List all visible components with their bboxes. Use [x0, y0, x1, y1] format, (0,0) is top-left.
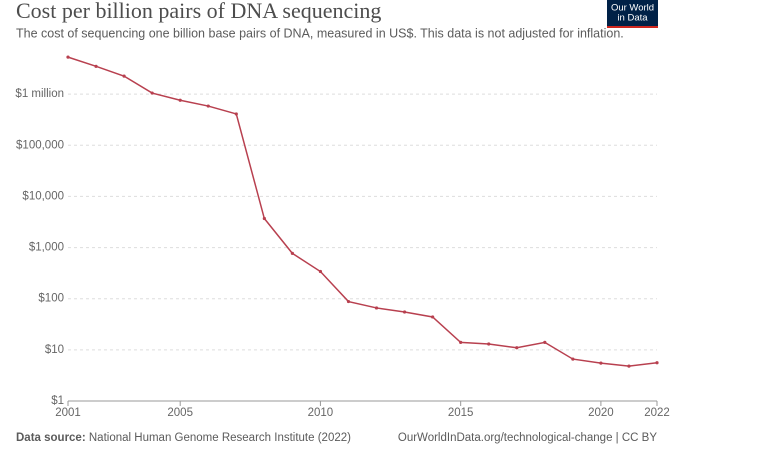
data-point	[402, 310, 407, 314]
data-point	[431, 315, 435, 319]
source-label: Data source:	[16, 432, 86, 444]
data-point	[94, 64, 98, 68]
data-point	[66, 55, 70, 59]
chart-title: Cost per billion pairs of DNA sequencing	[16, 0, 381, 23]
data-point	[178, 98, 182, 102]
data-point	[262, 216, 266, 221]
logo-text: in Data	[617, 13, 648, 24]
data-point	[487, 342, 491, 346]
x-tick-label: 2001	[55, 407, 81, 419]
logo-box	[607, 0, 658, 28]
x-tick-label: 2020	[588, 407, 614, 419]
data-point	[122, 74, 126, 78]
data-point	[346, 299, 351, 304]
logo[interactable]: Our World in Data	[607, 0, 658, 28]
data-point	[655, 361, 659, 365]
data-point	[374, 306, 379, 310]
data-point	[318, 269, 323, 274]
source: Data source: National Human Genome Resea…	[16, 432, 351, 444]
x-tick-label: 2015	[448, 407, 474, 419]
data-point	[150, 91, 154, 95]
y-tick-label: $10	[45, 344, 64, 356]
logo-stripe	[607, 26, 658, 28]
y-tick-label: $10,000	[22, 190, 64, 202]
logo-text: Our World	[611, 3, 654, 14]
y-tick-label: $1,000	[29, 242, 64, 254]
chart-subtitle: The cost of sequencing one billion base …	[16, 26, 624, 40]
source-text: National Human Genome Research Institute…	[89, 432, 351, 444]
data-point	[459, 340, 463, 344]
footer-link[interactable]: OurWorldInData.org/technological-change …	[398, 432, 657, 444]
y-tick-label: $1 million	[15, 88, 64, 100]
x-tick-label: 2005	[167, 407, 193, 419]
data-point	[571, 357, 575, 361]
data-point	[234, 112, 238, 116]
y-tick-label: $100,000	[16, 139, 64, 151]
y-tick-label: $1	[51, 395, 64, 407]
data-point	[515, 346, 519, 350]
data-line	[67, 56, 658, 367]
data-point	[599, 361, 603, 365]
data-point	[206, 104, 210, 108]
x-tick-label: 2022	[644, 407, 670, 419]
data-point	[543, 340, 547, 344]
x-tick-label: 2010	[308, 407, 334, 419]
data-point	[290, 251, 294, 255]
y-tick-label: $100	[38, 293, 64, 305]
data-point	[627, 364, 631, 368]
